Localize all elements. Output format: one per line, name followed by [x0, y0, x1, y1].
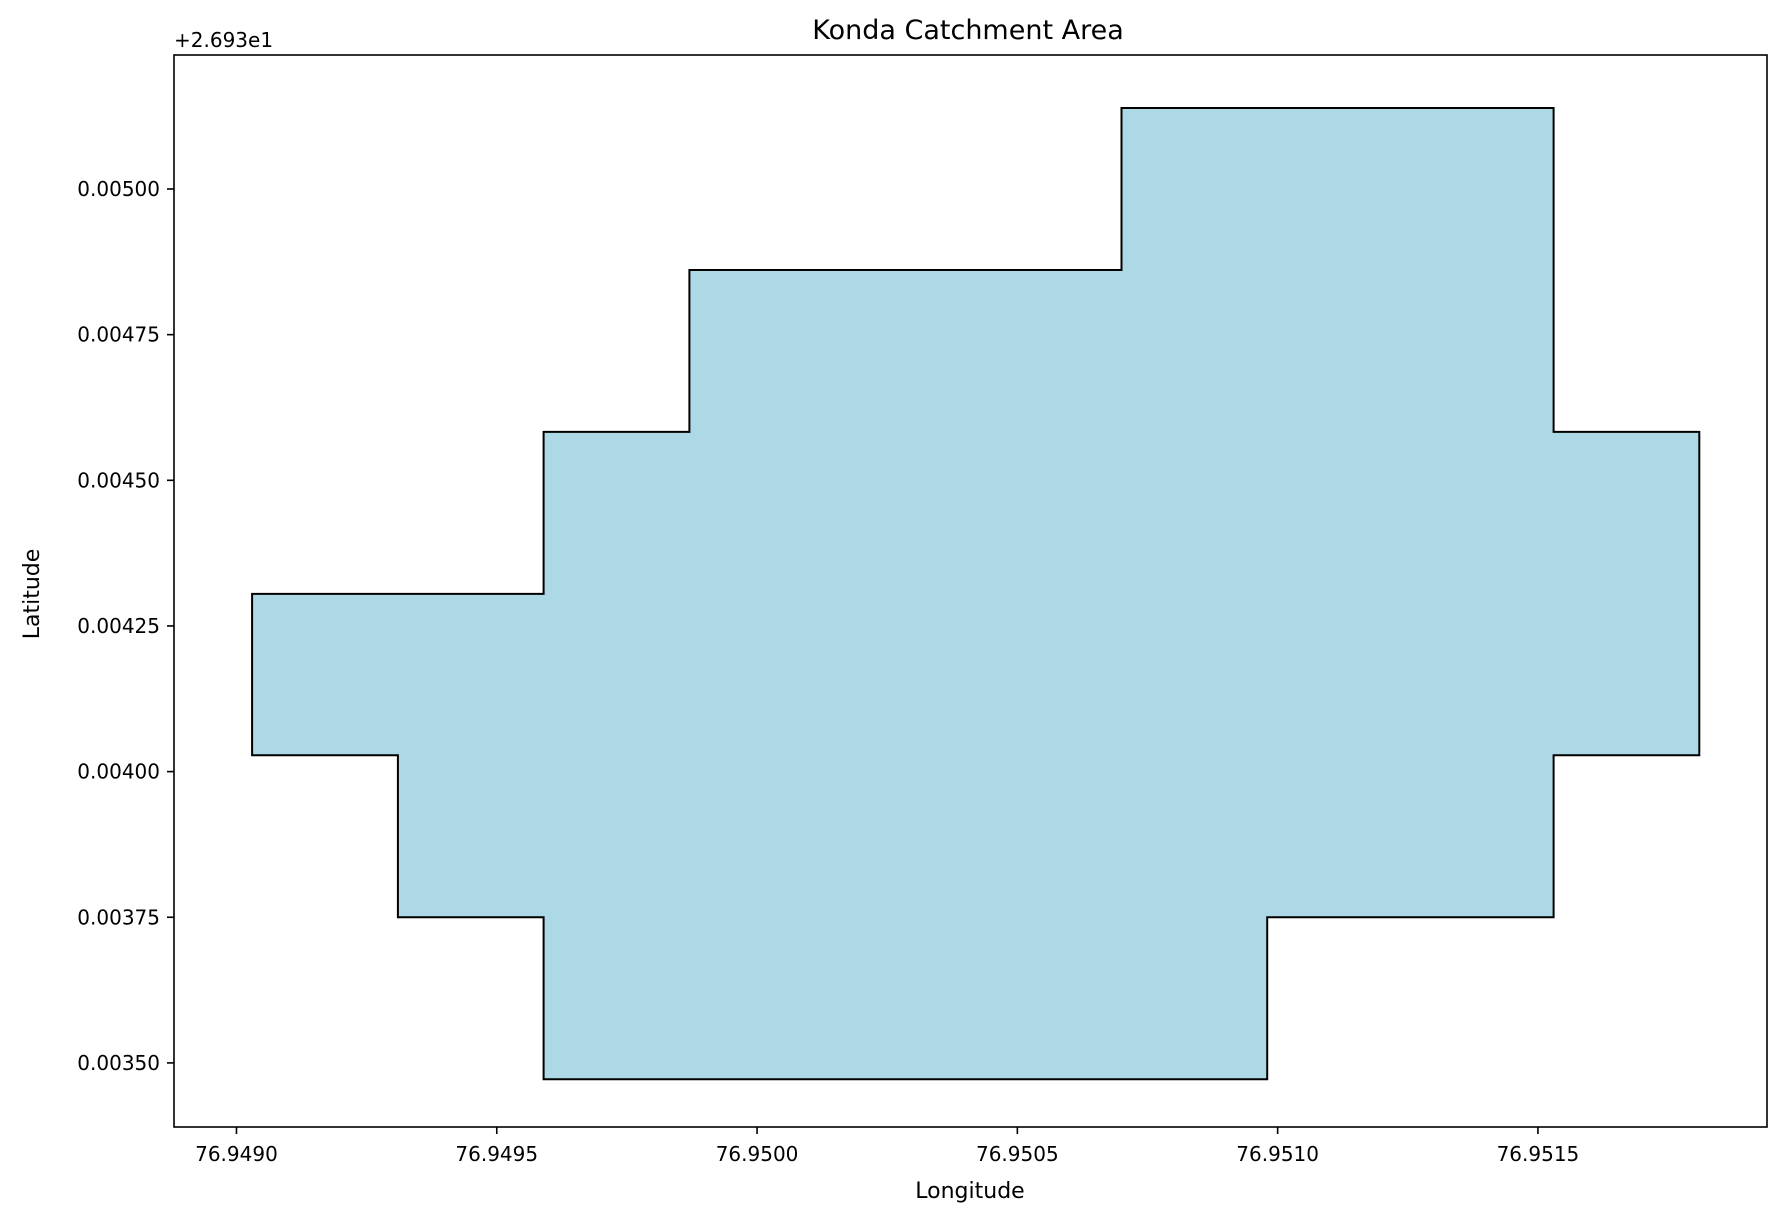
y-tick-label: 0.00400: [77, 760, 160, 784]
x-tick-label: 76.9510: [1236, 1142, 1319, 1166]
plot-area: [251, 107, 1701, 1081]
catchment-polygon: [251, 107, 1701, 1081]
x-tick-label: 76.9505: [976, 1142, 1059, 1166]
y-tick-label: 0.00475: [77, 323, 160, 347]
x-tick-label: 76.9515: [1497, 1142, 1580, 1166]
x-tick-label: 76.9500: [716, 1142, 799, 1166]
y-tick-label: 0.00350: [77, 1051, 160, 1075]
y-axis-label: Latitude: [20, 549, 45, 640]
x-tick-label: 76.9495: [455, 1142, 538, 1166]
x-axis-label: Longitude: [915, 1179, 1024, 1204]
x-axis-ticks: 76.9490 76.9495 76.9500 76.9505 76.9510 76.95…: [195, 1127, 1579, 1166]
y-tick-label: 0.00425: [77, 614, 160, 638]
y-tick-label: 0.00500: [77, 177, 160, 201]
y-tick-label: 0.00450: [77, 468, 160, 492]
x-tick-label: 76.9490: [195, 1142, 278, 1166]
y-axis-ticks: 0.00350 0.00375 0.00400 0.00425 0.00450 0.004…: [77, 177, 174, 1075]
y-offset-label: +2.693e1: [174, 28, 273, 52]
chart-title: Konda Catchment Area: [812, 15, 1124, 46]
y-tick-label: 0.00375: [77, 905, 160, 929]
axes-frame: [173, 54, 1768, 1128]
